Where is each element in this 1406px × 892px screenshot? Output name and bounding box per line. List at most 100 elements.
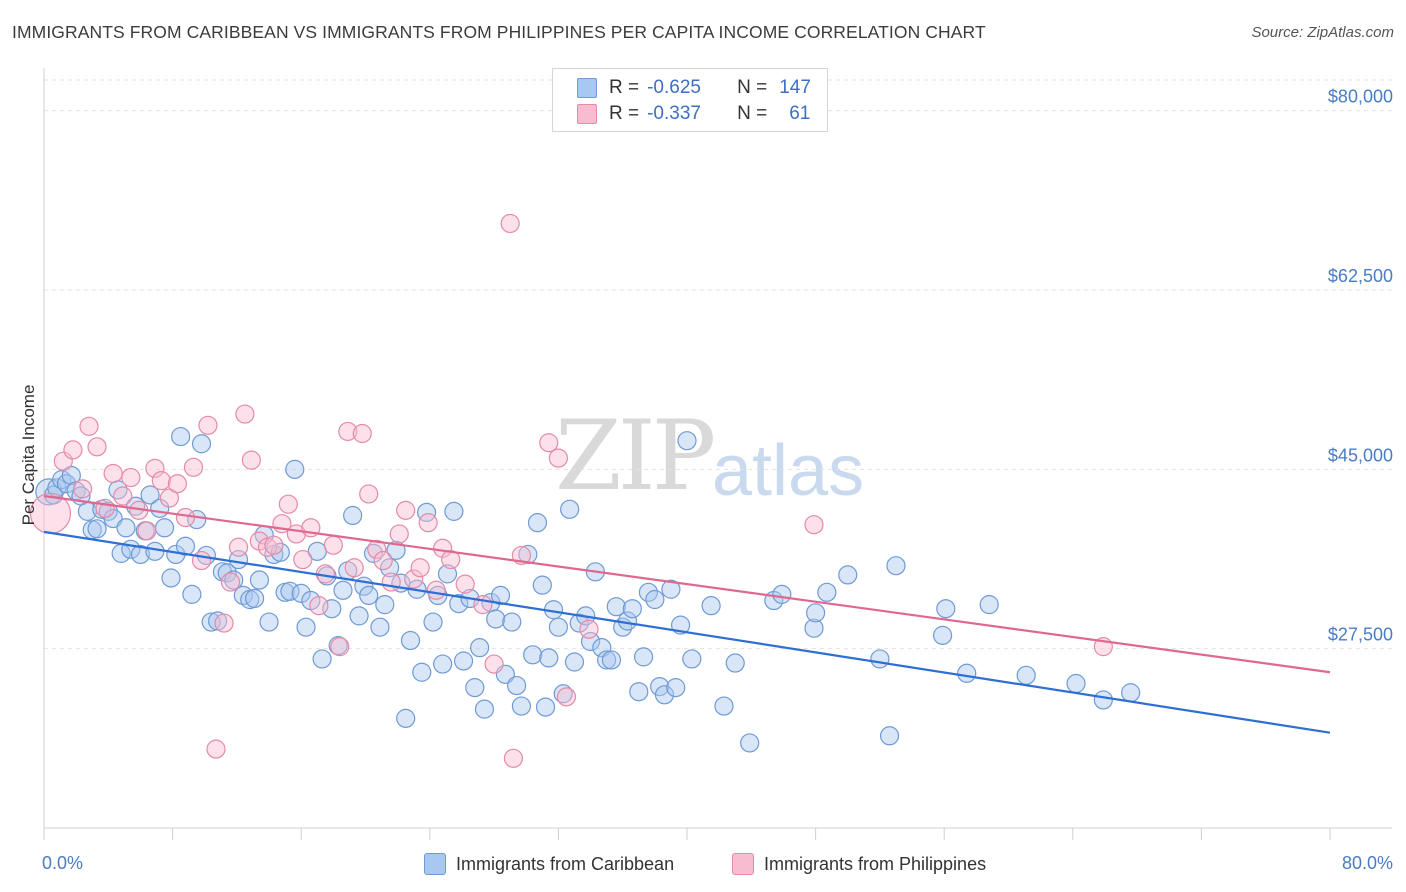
data-point: [601, 650, 622, 670]
data-point: [191, 434, 212, 454]
series-philippines: [29, 213, 1113, 768]
y-tick-label: $45,000: [1328, 445, 1393, 465]
data-point: [553, 684, 573, 704]
data-point: [95, 498, 115, 518]
data-point: [580, 631, 601, 652]
data-point: [370, 617, 390, 637]
data-point: [532, 575, 552, 595]
bottom-legend-label-philippines: Immigrants from Philippines: [764, 853, 987, 874]
data-point: [323, 535, 343, 555]
data-point: [343, 505, 363, 526]
data-point: [474, 699, 495, 719]
data-point: [556, 687, 577, 707]
data-point: [224, 570, 244, 590]
data-point: [725, 653, 745, 673]
data-point: [1066, 673, 1086, 694]
data-points: [29, 213, 1141, 768]
legend-r-label: R =: [609, 77, 640, 98]
data-point: [484, 654, 504, 674]
data-point: [296, 617, 316, 637]
data-point: [433, 654, 453, 674]
data-point: [359, 585, 379, 606]
bottom-legend-swatch-caribbean: [424, 853, 446, 875]
data-point: [426, 580, 446, 600]
data-point: [486, 609, 506, 629]
data-point: [740, 733, 760, 753]
data-point: [638, 582, 659, 602]
data-point: [389, 524, 409, 544]
data-point: [396, 708, 416, 728]
data-point: [437, 564, 458, 584]
data-point: [932, 625, 953, 645]
x-tick-label: 0.0%: [42, 853, 83, 873]
legend-n-value-philippines: 61: [789, 103, 811, 124]
data-point: [161, 568, 181, 588]
legend-r-value-caribbean: -0.625: [647, 77, 701, 98]
data-point: [817, 582, 837, 602]
data-point: [349, 606, 369, 626]
data-point: [535, 697, 556, 717]
data-point: [61, 465, 81, 486]
data-point: [293, 549, 313, 570]
data-point: [367, 539, 387, 559]
data-point: [502, 612, 522, 632]
legend-n-label: N =: [737, 77, 768, 98]
data-point: [191, 550, 212, 571]
data-point: [278, 494, 298, 514]
data-point: [511, 696, 532, 716]
data-point: [449, 593, 469, 614]
data-point: [569, 613, 589, 633]
bottom-legend-label-caribbean: Immigrants from Caribbean: [456, 853, 675, 874]
series-caribbean: [35, 426, 1141, 753]
data-point: [244, 588, 265, 609]
y-tick-label: $62,500: [1328, 266, 1393, 286]
data-point: [220, 572, 241, 592]
data-point: [285, 459, 305, 479]
data-point: [171, 426, 191, 447]
data-point: [645, 589, 665, 610]
data-point: [291, 583, 311, 603]
data-point: [470, 638, 490, 658]
data-point: [444, 501, 464, 521]
data-point: [373, 550, 393, 571]
data-point: [175, 536, 196, 556]
data-point: [560, 499, 580, 519]
data-point: [886, 556, 906, 576]
axis-labels: $27,500 $45,000 $62,500 $80,000 0.0% 80.0% Per…: [19, 87, 1393, 873]
watermark-zip: ZIP: [555, 400, 716, 512]
data-point: [805, 603, 826, 623]
data-point: [400, 630, 421, 651]
bottom-legend-philippines: Immigrants from Philippines: [732, 851, 986, 877]
legend-swatch-philippines: [577, 104, 597, 124]
data-point: [507, 675, 527, 696]
data-point: [1121, 683, 1141, 703]
y-tick-label: $27,500: [1328, 625, 1393, 645]
data-point: [606, 597, 626, 617]
data-point: [359, 484, 379, 504]
data-point: [79, 416, 99, 436]
data-point: [328, 636, 348, 656]
legend-r-label: R =: [609, 103, 640, 124]
bottom-legend-swatch-philippines: [732, 853, 754, 875]
data-point: [979, 595, 999, 615]
data-point: [338, 421, 358, 442]
data-point: [838, 565, 858, 585]
trend-lines: [43, 494, 1331, 734]
data-point: [352, 423, 372, 444]
data-point: [145, 541, 165, 561]
data-point: [666, 678, 686, 698]
data-point: [206, 739, 226, 759]
data-point: [121, 467, 141, 488]
chart-title: IMMIGRANTS FROM CARIBBEAN VS IMMIGRANTS …: [12, 22, 986, 42]
data-point: [410, 558, 430, 578]
data-point: [423, 612, 443, 632]
data-point: [500, 213, 520, 234]
data-point: [312, 649, 332, 669]
data-point: [418, 513, 438, 533]
data-point: [701, 596, 721, 616]
chart-source: Source: ZipAtlas.com: [1251, 24, 1394, 41]
data-point: [957, 663, 977, 683]
data-point: [375, 595, 395, 615]
data-point: [198, 415, 218, 435]
data-point: [677, 431, 697, 451]
